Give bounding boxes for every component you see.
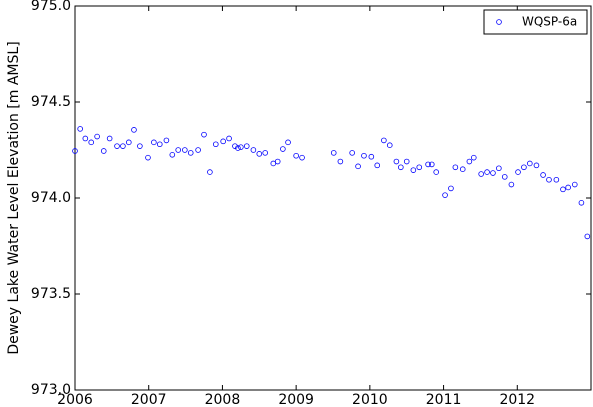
data-point [521, 164, 527, 171]
data-point [428, 161, 435, 168]
data-point [478, 171, 484, 177]
y-tick-label: 973.0 [31, 382, 71, 398]
data-point [126, 139, 132, 146]
data-point [207, 169, 213, 175]
data-point [145, 154, 151, 161]
data-point [100, 148, 107, 154]
data-point [578, 200, 585, 206]
data-point [484, 169, 490, 175]
data-point [349, 150, 355, 156]
x-tick-label: 2009 [278, 392, 314, 407]
data-point [361, 152, 367, 159]
data-point [201, 131, 207, 138]
data-point [114, 143, 120, 149]
data-point [187, 150, 194, 156]
data-point [262, 150, 268, 156]
data-point [299, 154, 305, 161]
data-point [151, 139, 157, 146]
data-point [243, 143, 250, 149]
data-point [212, 141, 219, 148]
data-point [433, 169, 440, 175]
data-point [425, 161, 431, 168]
data-point [459, 166, 466, 173]
data-point [490, 170, 496, 176]
data-point [280, 146, 286, 152]
data-point [466, 158, 473, 165]
data-point [393, 158, 400, 165]
data-point [106, 135, 113, 142]
data-point [120, 143, 126, 149]
data-point [416, 164, 423, 171]
data-point [137, 143, 143, 149]
data-point [163, 137, 170, 144]
y-axis-label: Dewey Lake Water Level Elevation [m AMSL… [6, 41, 22, 354]
data-point [403, 158, 410, 165]
data-point [77, 126, 83, 132]
data-point [452, 164, 459, 171]
data-point [337, 158, 344, 165]
data-point [220, 138, 226, 145]
data-point [175, 147, 182, 153]
y-tick-label: 975.0 [31, 0, 71, 14]
data-point [235, 145, 241, 151]
x-tick-label: 2007 [131, 392, 167, 407]
y-tick-label: 974.5 [31, 94, 71, 110]
data-point [232, 143, 238, 149]
data-point [571, 181, 578, 188]
x-tick-label: 2012 [499, 392, 535, 407]
data-point [82, 135, 89, 142]
data-point [293, 152, 299, 159]
x-tick-label: 2011 [426, 392, 462, 407]
data-point [368, 153, 375, 160]
legend-box [483, 9, 588, 35]
data-point [238, 144, 244, 150]
data-point [169, 152, 176, 158]
data-point [501, 174, 508, 180]
data-point [182, 147, 188, 153]
data-point [540, 172, 546, 178]
data-point [533, 162, 540, 169]
x-tick-label: 2006 [57, 392, 93, 407]
data-point [381, 137, 387, 144]
legend-label: WQSP-6a [522, 15, 577, 29]
data-point [94, 133, 100, 140]
data-point [448, 185, 454, 192]
data-point [131, 127, 137, 133]
data-point [195, 147, 201, 153]
data-point [546, 176, 552, 183]
data-point [226, 135, 232, 142]
data-point [470, 154, 477, 161]
y-tick-label: 973.5 [31, 286, 71, 302]
data-point [584, 233, 591, 240]
data-point [527, 160, 533, 167]
data-point [355, 163, 361, 170]
data-point [442, 192, 448, 198]
data-point [386, 142, 393, 149]
data-point [496, 165, 502, 172]
plot-frame [74, 5, 592, 391]
legend-marker [496, 19, 502, 25]
y-tick-label: 974.0 [31, 190, 71, 206]
data-point [515, 169, 521, 175]
data-point [398, 164, 404, 171]
data-point [72, 148, 78, 154]
data-point [330, 150, 337, 156]
data-point [156, 141, 163, 148]
data-point [553, 176, 560, 183]
data-point [88, 139, 95, 146]
data-point [374, 162, 381, 169]
data-point [560, 186, 566, 193]
data-point [250, 147, 257, 153]
data-point [256, 151, 263, 157]
data-point [410, 167, 417, 173]
x-tick-label: 2008 [205, 392, 241, 407]
data-point [274, 158, 281, 165]
data-point [285, 139, 291, 146]
data-point [565, 184, 571, 191]
x-tick-label: 2010 [352, 392, 388, 407]
data-point [508, 181, 515, 188]
